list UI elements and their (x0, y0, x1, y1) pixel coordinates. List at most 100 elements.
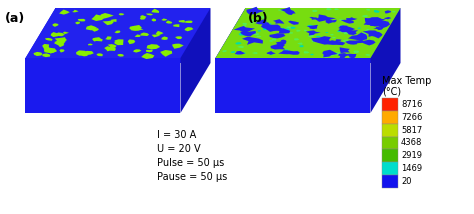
Polygon shape (146, 44, 160, 49)
Bar (382, 111, 398, 124)
Polygon shape (337, 53, 347, 59)
Text: 8716: 8716 (401, 100, 422, 109)
Polygon shape (326, 51, 330, 53)
Polygon shape (257, 30, 261, 32)
Polygon shape (278, 50, 295, 54)
Polygon shape (53, 23, 59, 27)
Polygon shape (337, 31, 340, 32)
Polygon shape (216, 58, 371, 113)
Polygon shape (273, 19, 284, 24)
Polygon shape (129, 25, 142, 30)
Polygon shape (216, 8, 246, 113)
Polygon shape (353, 51, 359, 53)
Polygon shape (82, 51, 94, 55)
Polygon shape (334, 8, 339, 10)
Polygon shape (334, 52, 341, 55)
Polygon shape (310, 54, 313, 55)
Polygon shape (92, 37, 101, 42)
Polygon shape (184, 27, 193, 31)
Polygon shape (351, 31, 355, 33)
Polygon shape (322, 55, 329, 58)
Polygon shape (392, 11, 396, 13)
Polygon shape (370, 32, 383, 39)
Polygon shape (240, 31, 256, 37)
Polygon shape (339, 25, 344, 27)
Polygon shape (108, 44, 117, 48)
Polygon shape (235, 51, 245, 55)
Polygon shape (242, 37, 263, 45)
Polygon shape (86, 25, 97, 30)
Polygon shape (93, 38, 103, 41)
Text: 1469: 1469 (401, 164, 422, 173)
Polygon shape (339, 26, 346, 28)
Polygon shape (140, 15, 146, 19)
Polygon shape (59, 49, 64, 53)
Polygon shape (374, 10, 380, 13)
Polygon shape (345, 30, 358, 35)
Text: 5817: 5817 (401, 126, 422, 135)
Polygon shape (326, 19, 337, 24)
Polygon shape (104, 46, 112, 51)
Polygon shape (166, 21, 172, 24)
Polygon shape (285, 11, 294, 15)
Polygon shape (371, 8, 401, 113)
Text: I = 30 A
U = 20 V
Pulse = 50 μs
Pause = 50 μs: I = 30 A U = 20 V Pulse = 50 μs Pause = … (157, 130, 227, 182)
Polygon shape (278, 28, 285, 30)
Polygon shape (269, 53, 274, 55)
Polygon shape (307, 25, 318, 29)
Polygon shape (318, 40, 326, 42)
Polygon shape (263, 27, 269, 30)
Polygon shape (309, 34, 313, 36)
Polygon shape (345, 40, 359, 45)
Polygon shape (255, 39, 261, 42)
Polygon shape (346, 17, 357, 21)
Polygon shape (348, 33, 367, 41)
Polygon shape (78, 19, 86, 21)
Polygon shape (339, 19, 344, 21)
Polygon shape (179, 20, 185, 23)
Polygon shape (332, 37, 336, 38)
Polygon shape (140, 17, 146, 20)
Polygon shape (114, 31, 120, 33)
Polygon shape (111, 19, 117, 22)
Polygon shape (287, 51, 300, 55)
Text: 2919: 2919 (401, 151, 422, 160)
Polygon shape (222, 50, 227, 52)
Polygon shape (236, 53, 241, 55)
Polygon shape (277, 28, 290, 34)
Text: 100 discharges: 100 discharges (18, 154, 104, 210)
Polygon shape (306, 30, 320, 36)
Polygon shape (289, 32, 293, 34)
Polygon shape (253, 33, 259, 35)
Polygon shape (283, 49, 289, 52)
Polygon shape (26, 58, 181, 113)
Polygon shape (26, 8, 210, 58)
Polygon shape (256, 36, 262, 37)
Text: 1000 discharges: 1000 discharges (212, 154, 306, 213)
Polygon shape (267, 51, 276, 55)
Polygon shape (366, 9, 370, 11)
Polygon shape (384, 10, 391, 13)
Polygon shape (216, 8, 401, 58)
Polygon shape (88, 43, 93, 45)
Polygon shape (56, 33, 65, 36)
Polygon shape (243, 52, 246, 54)
Polygon shape (357, 27, 361, 29)
Bar (382, 124, 398, 137)
Polygon shape (308, 35, 314, 37)
Text: (°C): (°C) (382, 86, 401, 96)
Text: (a): (a) (5, 12, 25, 25)
Polygon shape (135, 34, 141, 37)
Polygon shape (146, 13, 153, 15)
Polygon shape (185, 21, 193, 23)
Polygon shape (56, 42, 64, 47)
Polygon shape (242, 23, 247, 25)
Polygon shape (242, 25, 246, 27)
Polygon shape (91, 14, 105, 21)
Polygon shape (172, 44, 184, 49)
Polygon shape (310, 17, 318, 20)
Polygon shape (140, 33, 149, 36)
Polygon shape (152, 34, 160, 37)
Polygon shape (299, 45, 304, 47)
Polygon shape (327, 51, 329, 52)
